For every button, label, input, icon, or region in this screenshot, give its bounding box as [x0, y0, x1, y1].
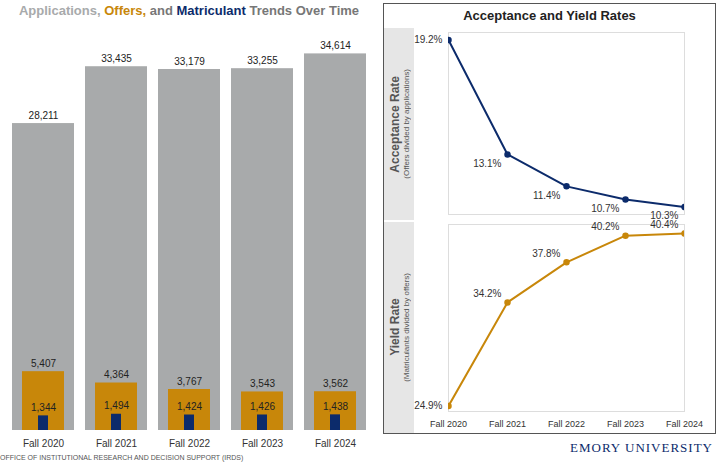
svg-text:37.8%: 37.8% — [532, 248, 560, 259]
svg-text:34,614: 34,614 — [320, 40, 351, 51]
svg-text:1,494: 1,494 — [104, 400, 129, 411]
svg-text:5,407: 5,407 — [31, 358, 56, 369]
svg-text:Fall 2020: Fall 2020 — [430, 419, 467, 429]
html-text:Applications, Offers, and Matr: Applications, Offers, and Matriculant Tr… — [19, 3, 359, 18]
svg-text:10.7%: 10.7% — [591, 203, 619, 214]
svg-text:Fall 2024: Fall 2024 — [315, 438, 357, 449]
svg-text:3,562: 3,562 — [323, 378, 348, 389]
svg-text:34.2%: 34.2% — [473, 288, 501, 299]
svg-text:40.2%: 40.2% — [591, 221, 619, 232]
svg-text:Fall 2023: Fall 2023 — [242, 438, 284, 449]
svg-text:40.4%: 40.4% — [650, 220, 678, 230]
html-text:EMORY UNIVERSITY: EMORY UNIVERSITY — [570, 440, 713, 455]
svg-text:1,344: 1,344 — [31, 402, 56, 413]
svg-text:1,424: 1,424 — [177, 401, 202, 412]
svg-text:3,543: 3,543 — [250, 378, 275, 389]
svg-text:33,179: 33,179 — [174, 56, 205, 67]
svg-text:24.9%: 24.9% — [414, 400, 442, 411]
svg-text:Fall 2021: Fall 2021 — [96, 438, 138, 449]
svg-text:19.2%: 19.2% — [414, 34, 442, 45]
svg-text:10.3%: 10.3% — [650, 210, 678, 220]
html-text:(Matriculants divided by offer: (Matriculants divided by offers) — [401, 273, 411, 382]
svg-text:4,364: 4,364 — [104, 369, 129, 380]
html-text:OFFICE OF INSTITUTIONAL RESEAR: OFFICE OF INSTITUTIONAL RESEARCH AND DEC… — [0, 454, 244, 461]
svg-text:Fall 2024: Fall 2024 — [666, 419, 703, 429]
html-text:(Offers divided by application: (Offers divided by applications) — [401, 69, 411, 179]
svg-text:Fall 2022: Fall 2022 — [169, 438, 211, 449]
html-text:Yield Rate: Yield Rate — [387, 298, 402, 357]
svg-text:Fall 2021: Fall 2021 — [489, 419, 526, 429]
svg-text:13.1%: 13.1% — [473, 158, 501, 169]
svg-text:Fall 2020: Fall 2020 — [23, 438, 65, 449]
html-text:Acceptance Rate: Acceptance Rate — [387, 75, 402, 173]
svg-text:28,211: 28,211 — [29, 110, 59, 121]
svg-text:11.4%: 11.4% — [533, 190, 561, 201]
svg-text:1,438: 1,438 — [323, 401, 348, 412]
svg-text:33,255: 33,255 — [247, 55, 278, 66]
html-text:Acceptance and Yield Rates: Acceptance and Yield Rates — [463, 8, 636, 23]
svg-text:3,767: 3,767 — [177, 376, 202, 387]
svg-text:33,435: 33,435 — [101, 53, 132, 64]
svg-text:1,426: 1,426 — [250, 401, 275, 412]
svg-text:Fall 2022: Fall 2022 — [548, 419, 585, 429]
svg-text:Fall 2023: Fall 2023 — [607, 419, 644, 429]
